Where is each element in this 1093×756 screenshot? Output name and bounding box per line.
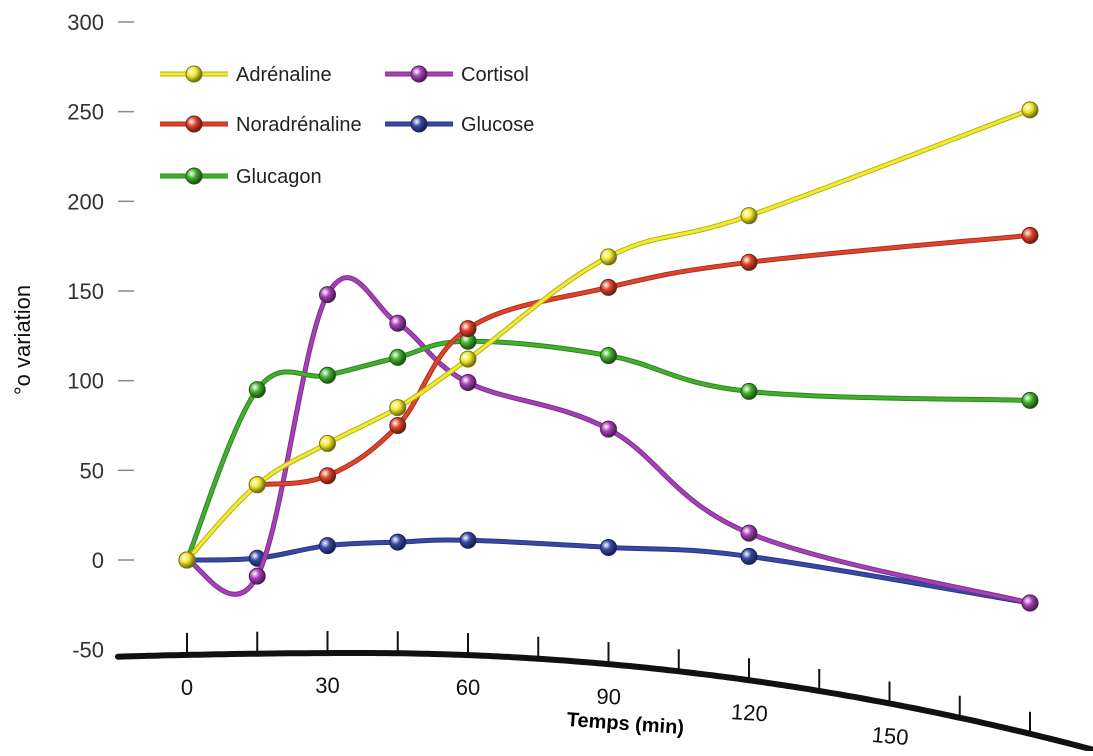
legend-item-glucagon: Glucagon [160, 166, 322, 188]
legend-label: Glucagon [236, 166, 322, 188]
data-point [319, 537, 336, 555]
y-tick-label: -50 [72, 638, 104, 663]
data-point [600, 420, 617, 438]
data-point [600, 347, 617, 365]
series-cortisol [178, 275, 1039, 612]
legend: Adrénaline Noradrénaline Glucagon Cortisol G… [160, 64, 534, 188]
data-point [740, 524, 758, 542]
x-axis-title: Temps (min) [566, 709, 685, 739]
y-tick-label: 0 [92, 548, 104, 573]
x-tick-label: 150 [871, 722, 910, 750]
data-point [389, 314, 407, 332]
legend-swatch-marker [185, 65, 203, 83]
data-point [248, 381, 266, 399]
data-point [389, 399, 407, 417]
legend-swatch-marker [185, 167, 203, 185]
x-tick-label: 120 [730, 699, 768, 726]
data-point [459, 373, 477, 391]
y-tick-label: 150 [67, 279, 104, 304]
data-point [389, 417, 407, 434]
data-point [459, 320, 477, 338]
x-tick-label: 90 [596, 684, 621, 710]
legend-label: Noradrénaline [236, 114, 362, 136]
data-point [319, 467, 336, 485]
data-point [1021, 391, 1039, 409]
series-layer [178, 101, 1039, 612]
data-point [740, 253, 758, 271]
data-point [459, 531, 477, 549]
series-line [255, 233, 1032, 487]
data-point [389, 533, 407, 551]
x-tick-label: 60 [456, 675, 480, 700]
legend-item-adrénaline: Adrénaline [160, 64, 332, 86]
data-point [600, 278, 617, 296]
data-point [389, 348, 407, 366]
data-point [319, 366, 336, 384]
legend-swatch-marker [185, 115, 203, 133]
legend-item-cortisol: Cortisol [385, 64, 529, 86]
y-tick-label: 200 [67, 189, 104, 214]
data-point [740, 207, 758, 225]
y-tick-label: 50 [80, 458, 104, 483]
y-tick-label: 250 [67, 100, 104, 125]
series-adrénaline [178, 101, 1039, 569]
data-point [319, 286, 336, 304]
x-tick-label: 0 [181, 675, 193, 700]
y-tick-label: 100 [67, 369, 104, 394]
y-axis-title: °o variation [10, 285, 35, 395]
legend-label: Adrénaline [236, 64, 332, 86]
data-point [1021, 101, 1039, 119]
legend-label: Glucose [461, 114, 534, 136]
x-tick-label: 30 [315, 673, 339, 698]
data-point [740, 382, 758, 400]
y-tick-label: 300 [67, 10, 104, 35]
x-axis-line [115, 650, 1093, 753]
data-point [248, 567, 266, 585]
legend-swatch-marker [410, 115, 428, 133]
data-point [600, 538, 617, 556]
series-glucose [178, 531, 1039, 612]
y-axis: 300 250 200 150 100 50 0 -50 [67, 10, 134, 663]
data-point [1021, 226, 1039, 244]
data-point [740, 547, 758, 565]
data-point [178, 551, 196, 569]
legend-item-glucose: Glucose [385, 114, 534, 136]
data-point [600, 248, 617, 266]
data-point [459, 350, 477, 368]
data-point [319, 434, 336, 452]
legend-swatch-marker [410, 65, 428, 83]
legend-item-noradrénaline: Noradrénaline [160, 114, 362, 136]
legend-label: Cortisol [461, 64, 529, 86]
data-point [1021, 594, 1039, 612]
data-point [248, 476, 266, 494]
